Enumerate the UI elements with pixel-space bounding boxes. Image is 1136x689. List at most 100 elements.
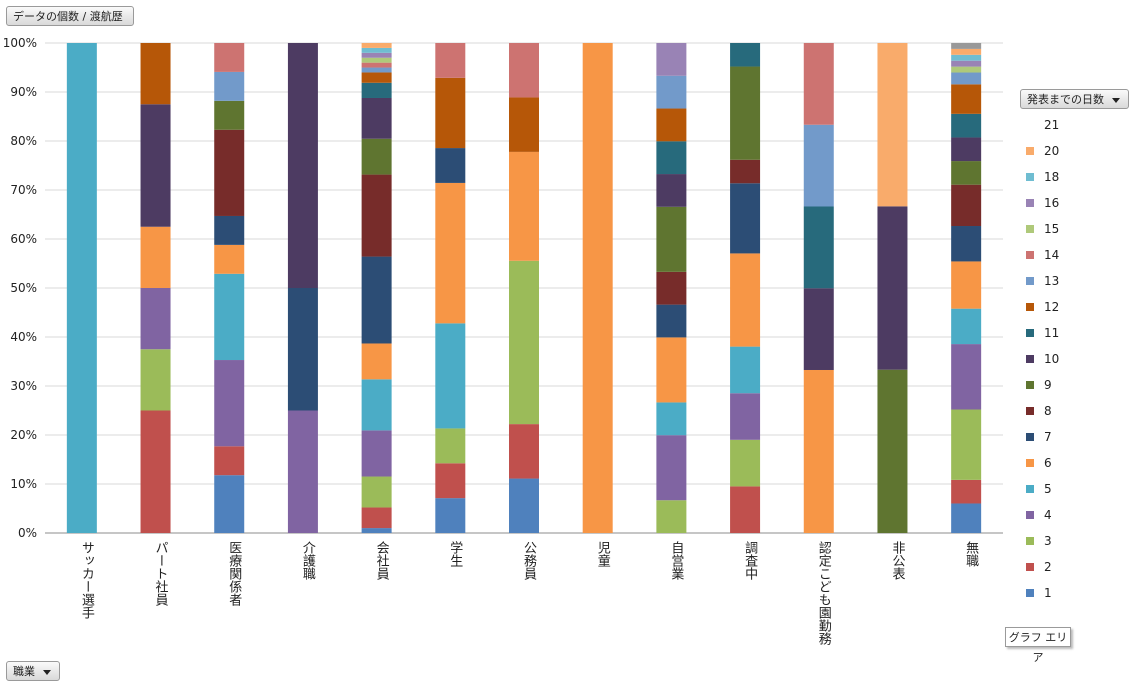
bar-segment-12[interactable] bbox=[951, 84, 982, 114]
bar-segment-10[interactable] bbox=[951, 137, 982, 162]
bar-segment-20[interactable] bbox=[877, 43, 908, 207]
legend-item[interactable]: 1 bbox=[1026, 580, 1126, 606]
bar-segment-6[interactable] bbox=[803, 369, 834, 533]
bar-segment-12[interactable] bbox=[509, 97, 539, 152]
bar-segment-13[interactable] bbox=[214, 71, 245, 101]
bar-segment-4[interactable] bbox=[214, 360, 245, 447]
bar-segment-6[interactable] bbox=[730, 253, 761, 347]
bar-segment-10[interactable] bbox=[287, 43, 318, 288]
bar-segment-9[interactable] bbox=[656, 206, 687, 272]
bar-segment-1[interactable] bbox=[361, 528, 392, 533]
bar-segment-3[interactable] bbox=[656, 500, 687, 533]
bar-segment-3[interactable] bbox=[951, 409, 982, 480]
bar-segment-12[interactable] bbox=[656, 108, 687, 142]
bar-segment-9[interactable] bbox=[877, 369, 908, 533]
bar-segment-7[interactable] bbox=[730, 183, 761, 254]
bar-segment-20[interactable] bbox=[361, 43, 392, 48]
bar-segment-10[interactable] bbox=[361, 97, 392, 139]
bar-segment-6[interactable] bbox=[435, 182, 466, 324]
bar-segment-6[interactable] bbox=[509, 151, 539, 261]
bar-segment-6[interactable] bbox=[140, 226, 171, 288]
bar-segment-3[interactable] bbox=[140, 349, 171, 411]
row-field-dropdown[interactable]: 職業 bbox=[6, 661, 60, 681]
bar-segment-12[interactable] bbox=[140, 43, 171, 105]
value-field-button[interactable]: データの個数 / 渡航歴 bbox=[6, 6, 134, 26]
bar-segment-4[interactable] bbox=[656, 435, 687, 501]
bar-segment-2[interactable] bbox=[140, 410, 171, 534]
bar-segment-11[interactable] bbox=[361, 82, 392, 98]
bar-segment-15[interactable] bbox=[951, 66, 982, 73]
legend-item[interactable]: 11 bbox=[1026, 320, 1126, 346]
legend-item[interactable]: 16 bbox=[1026, 190, 1126, 216]
bar-segment-10[interactable] bbox=[877, 206, 908, 370]
legend-item[interactable]: 12 bbox=[1026, 294, 1126, 320]
bar-segment-10[interactable] bbox=[140, 104, 171, 227]
bar-segment-14[interactable] bbox=[361, 62, 392, 68]
bar-segment-8[interactable] bbox=[361, 174, 392, 257]
bar-segment-2[interactable] bbox=[361, 507, 392, 529]
legend-item[interactable]: 14 bbox=[1026, 242, 1126, 268]
bar-segment-2[interactable] bbox=[214, 446, 245, 476]
bars[interactable] bbox=[66, 43, 982, 534]
bar-segment-7[interactable] bbox=[656, 304, 687, 338]
bar-segment-1[interactable] bbox=[435, 498, 466, 533]
bar-segment-13[interactable] bbox=[656, 75, 687, 109]
bar-segment-5[interactable] bbox=[66, 43, 97, 533]
bar-segment-3[interactable] bbox=[509, 260, 539, 425]
bar-segment-10[interactable] bbox=[656, 174, 687, 207]
bar-segment-21[interactable] bbox=[951, 43, 982, 49]
bar-segment-11[interactable] bbox=[656, 141, 687, 175]
bar-segment-6[interactable] bbox=[582, 43, 613, 533]
bar-segment-6[interactable] bbox=[214, 244, 245, 274]
bar-segment-14[interactable] bbox=[435, 43, 466, 78]
legend-item[interactable]: 20 bbox=[1026, 138, 1126, 164]
bar-segment-7[interactable] bbox=[361, 256, 392, 344]
bar-segment-13[interactable] bbox=[951, 72, 982, 85]
bar-segment-11[interactable] bbox=[951, 113, 982, 138]
bar-segment-18[interactable] bbox=[361, 47, 392, 53]
legend-item[interactable]: 5 bbox=[1026, 476, 1126, 502]
bar-segment-11[interactable] bbox=[803, 206, 834, 289]
bar-segment-9[interactable] bbox=[951, 161, 982, 185]
bar-segment-18[interactable] bbox=[951, 54, 982, 61]
bar-segment-2[interactable] bbox=[730, 486, 761, 533]
bar-segment-5[interactable] bbox=[656, 402, 687, 436]
bar-segment-8[interactable] bbox=[656, 271, 687, 305]
bar-segment-9[interactable] bbox=[730, 66, 761, 160]
bar-segment-5[interactable] bbox=[951, 308, 982, 345]
legend-item[interactable]: 7 bbox=[1026, 424, 1126, 450]
bar-segment-1[interactable] bbox=[214, 475, 245, 533]
bar-segment-15[interactable] bbox=[361, 57, 392, 63]
bar-segment-3[interactable] bbox=[730, 439, 761, 487]
bar-segment-2[interactable] bbox=[509, 424, 539, 479]
bar-segment-7[interactable] bbox=[951, 226, 982, 262]
legend-item[interactable]: 10 bbox=[1026, 346, 1126, 372]
bar-segment-12[interactable] bbox=[435, 77, 466, 149]
legend-item[interactable]: 6 bbox=[1026, 450, 1126, 476]
legend-item[interactable]: 21 bbox=[1026, 112, 1126, 138]
bar-segment-14[interactable] bbox=[509, 43, 539, 98]
bar-segment-4[interactable] bbox=[361, 430, 392, 477]
legend-item[interactable]: 15 bbox=[1026, 216, 1126, 242]
legend-item[interactable]: 2 bbox=[1026, 554, 1126, 580]
legend-field-dropdown[interactable]: 発表までの日数 bbox=[1020, 89, 1129, 109]
bar-segment-14[interactable] bbox=[214, 43, 245, 72]
bar-segment-9[interactable] bbox=[361, 138, 392, 175]
legend-item[interactable]: 13 bbox=[1026, 268, 1126, 294]
bar-segment-7[interactable] bbox=[287, 288, 318, 411]
bar-segment-3[interactable] bbox=[361, 476, 392, 508]
bar-segment-5[interactable] bbox=[214, 273, 245, 361]
bar-segment-3[interactable] bbox=[435, 428, 466, 464]
bar-segment-13[interactable] bbox=[803, 124, 834, 207]
legend-item[interactable]: 4 bbox=[1026, 502, 1126, 528]
bar-segment-5[interactable] bbox=[435, 323, 466, 429]
bar-segment-16[interactable] bbox=[361, 52, 392, 58]
bar-segment-11[interactable] bbox=[730, 43, 761, 67]
bar-segment-16[interactable] bbox=[951, 60, 982, 67]
bar-segment-10[interactable] bbox=[803, 288, 834, 370]
legend-item[interactable]: 18 bbox=[1026, 164, 1126, 190]
legend-item[interactable]: 3 bbox=[1026, 528, 1126, 554]
legend-item[interactable]: 9 bbox=[1026, 372, 1126, 398]
bar-segment-13[interactable] bbox=[361, 67, 392, 73]
